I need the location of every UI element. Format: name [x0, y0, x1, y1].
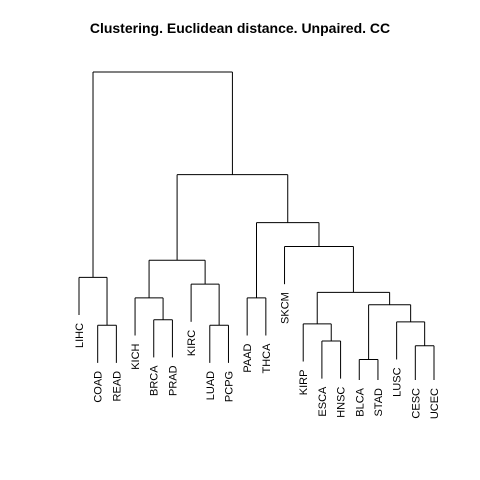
- leaf-label-lusc: LUSC: [392, 367, 404, 396]
- leaf-label-cesc: CESC: [410, 388, 422, 419]
- leaf-label-esca: ESCA: [317, 386, 329, 417]
- leaf-label-kich: KICH: [130, 343, 142, 369]
- leaf-label-kirp: KIRP: [298, 370, 310, 396]
- leaf-label-prad: PRAD: [167, 365, 179, 396]
- leaf-label-paad: PAAD: [242, 343, 254, 372]
- leaf-label-coad: COAD: [93, 371, 105, 403]
- leaf-label-read: READ: [111, 371, 123, 402]
- leaf-label-hnsc: HNSC: [336, 387, 348, 418]
- leaf-label-skcm: SKCM: [280, 292, 292, 324]
- leaf-label-pcpg: PCPG: [223, 371, 235, 402]
- leaf-label-kirc: KIRC: [186, 330, 198, 356]
- leaf-label-blca: BLCA: [354, 387, 366, 416]
- leaf-label-brca: BRCA: [149, 365, 161, 396]
- leaf-label-ucec: UCEC: [429, 388, 441, 419]
- leaf-label-lihc: LIHC: [74, 323, 86, 348]
- leaf-label-thca: THCA: [261, 343, 273, 374]
- leaf-label-stad: STAD: [373, 388, 385, 417]
- leaf-label-luad: LUAD: [205, 371, 217, 400]
